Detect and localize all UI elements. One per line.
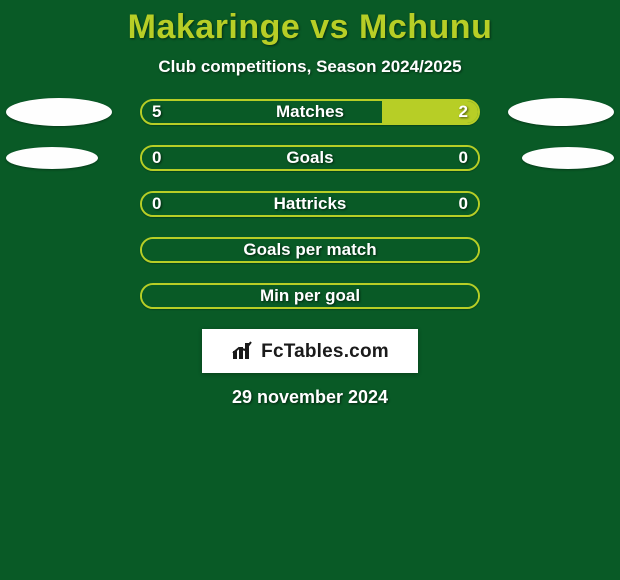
stat-rows: Matches52Goals00Hattricks00Goals per mat… [0, 99, 620, 309]
stat-value-left: 0 [152, 147, 161, 169]
stat-bar: Goals per match [140, 237, 480, 263]
logo-label: FcTables.com [261, 341, 389, 362]
stat-value-left: 0 [152, 193, 161, 215]
subtitle: Club competitions, Season 2024/2025 [0, 57, 620, 77]
stat-row: Matches5 2 [0, 99, 620, 125]
source-logo-text: FcTables.com [231, 339, 389, 363]
player-left-marker [6, 98, 112, 126]
stat-label: Goals per match [142, 239, 478, 261]
stat-label: Min per goal [142, 285, 478, 307]
stat-bar: Goals0 0 [140, 145, 480, 171]
player-right-marker [508, 98, 614, 126]
stat-bar: Hattricks0 0 [140, 191, 480, 217]
comparison-infographic: Makaringe vs Mchunu Club competitions, S… [0, 0, 620, 580]
stat-row: Goals0 0 [0, 145, 620, 171]
stat-bar: Matches5 2 [140, 99, 480, 125]
player-right-marker [522, 147, 614, 169]
stat-row: Goals per match [0, 237, 620, 263]
stat-label: Hattricks [142, 193, 478, 215]
bar-chart-icon [231, 339, 257, 361]
stat-label: Goals [142, 147, 478, 169]
page-title: Makaringe vs Mchunu [0, 0, 620, 47]
snapshot-date: 29 november 2024 [0, 387, 620, 408]
stat-value-left: 5 [152, 101, 161, 123]
stat-row: Hattricks0 0 [0, 191, 620, 217]
stat-bar: Min per goal [140, 283, 480, 309]
stat-row: Min per goal [0, 283, 620, 309]
stat-label: Matches [142, 101, 478, 123]
stat-value-right: 0 [459, 193, 468, 215]
stat-value-right: 2 [459, 101, 468, 123]
source-logo: FcTables.com [202, 329, 418, 373]
player-left-marker [6, 147, 98, 169]
stat-value-right: 0 [459, 147, 468, 169]
